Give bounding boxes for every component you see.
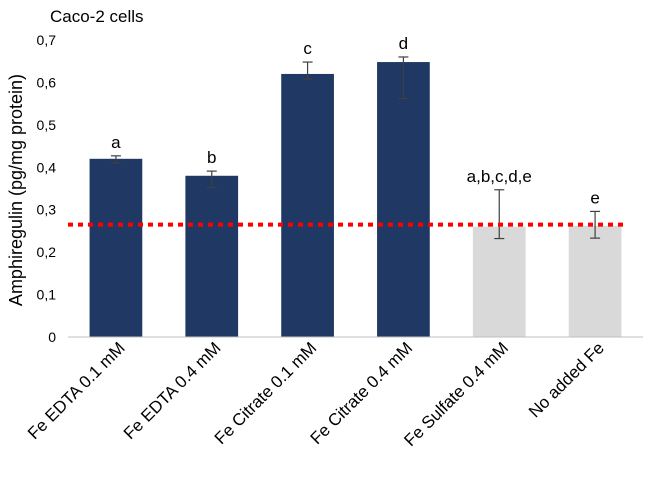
y-tick-label: 0,6 [37, 74, 57, 90]
error-bars-group [110, 56, 601, 240]
error-bar [494, 189, 505, 240]
y-tick-label: 0 [48, 329, 56, 345]
y-tick-label: 0,7 [37, 32, 57, 48]
error-bar [302, 61, 313, 80]
y-tick-label: 0,1 [37, 287, 57, 303]
significance-label: c [303, 39, 312, 58]
significance-label: b [207, 148, 216, 167]
error-bar [206, 170, 217, 189]
significance-labels-group: a b c d a,b,c,d,e e [111, 34, 600, 207]
y-tick-label: 0,2 [37, 244, 57, 260]
bar [472, 226, 526, 337]
significance-label: a,b,c,d,e [467, 167, 532, 186]
x-category-label: Fe Citrate 0.1 mM [211, 338, 321, 448]
bars-group [89, 62, 622, 337]
error-bar [590, 210, 601, 239]
significance-label: e [590, 188, 599, 207]
y-tick-label: 0,4 [37, 159, 57, 175]
significance-label: a [111, 133, 121, 152]
x-category-label: No added Fe [525, 338, 608, 421]
x-category-label: Fe Citrate 0.4 mM [307, 338, 417, 448]
bar [185, 175, 239, 337]
significance-label: d [399, 34, 408, 53]
bar [568, 225, 622, 337]
chart-title: Caco-2 cells [50, 7, 144, 26]
y-axis: 0 0,1 0,2 0,3 0,4 0,5 0,6 0,7 [37, 32, 57, 345]
bar [89, 158, 143, 337]
x-category-label: Fe EDTA 0.4 mM [120, 338, 225, 443]
y-tick-label: 0,5 [37, 117, 57, 133]
x-category-label: Fe EDTA 0.1 mM [24, 338, 129, 443]
error-bar [398, 56, 409, 100]
bar [377, 62, 430, 337]
y-tick-label: 0,3 [37, 202, 57, 218]
x-category-label: Fe Sulfate 0.4 mM [400, 338, 512, 450]
error-bar [110, 155, 121, 164]
bar [281, 73, 334, 337]
y-axis-label: Amphiregulin (pg/mg protein) [6, 74, 26, 306]
